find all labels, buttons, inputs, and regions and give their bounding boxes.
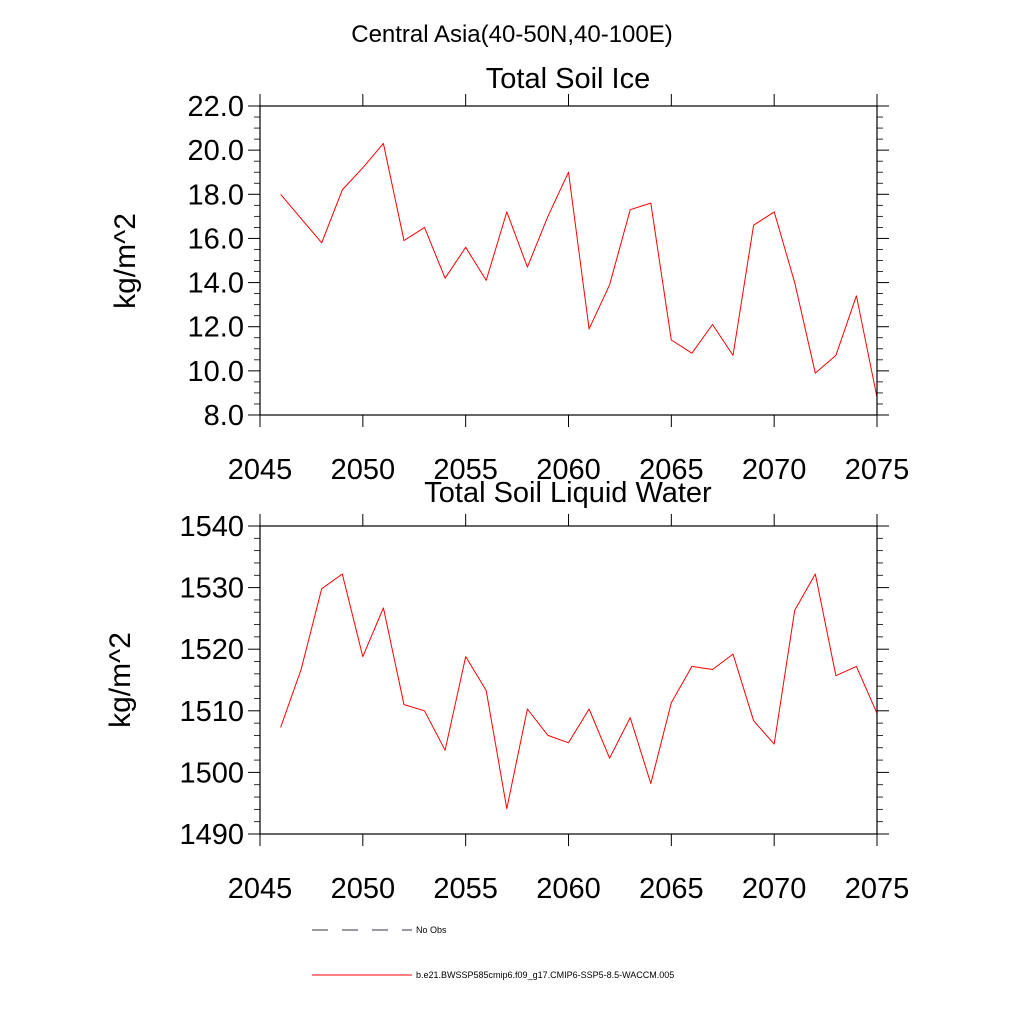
y-tick-label: 1500 xyxy=(179,757,244,789)
figure-title: Central Asia(40-50N,40-100E) xyxy=(351,21,673,48)
series-line xyxy=(280,573,878,810)
y-axis-label: kg/m^2 xyxy=(109,213,142,309)
legend: No Obs b.e21.BWSSP585cmip6.f09_g17.CMIP6… xyxy=(312,925,674,980)
y-tick-label: 20.0 xyxy=(188,135,244,167)
legend-label: b.e21.BWSSP585cmip6.f09_g17.CMIP6-SSP5-8… xyxy=(416,970,674,980)
y-tick-label: 1540 xyxy=(179,511,244,543)
panel-title: Total Soil Liquid Water xyxy=(424,477,712,509)
x-tick-label: 2070 xyxy=(742,873,807,905)
series-line xyxy=(280,143,878,398)
panel-total-soil-ice: Total Soil Ice kg/m^2 2045 2050 2055 2060 20… xyxy=(109,63,909,486)
y-tick-label: 1510 xyxy=(179,696,244,728)
line-layer xyxy=(280,143,878,398)
x-tick-label: 2055 xyxy=(433,454,498,486)
y-tick-label: 10.0 xyxy=(188,356,244,388)
legend-item-model-run: b.e21.BWSSP585cmip6.f09_g17.CMIP6-SSP5-8… xyxy=(312,970,674,980)
y-tick-label: 22.0 xyxy=(188,91,244,123)
legend-label: No Obs xyxy=(416,925,447,935)
x-tick-label: 2065 xyxy=(639,873,704,905)
x-tick-label: 2060 xyxy=(536,873,601,905)
line-layer xyxy=(280,573,878,810)
x-tick-label: 2055 xyxy=(433,873,498,905)
tick-layer: 2045 2050 2055 2060 2065 2070 2075 8.0 10.0 12.0 1… xyxy=(188,91,910,486)
y-axis-label: kg/m^2 xyxy=(104,632,137,728)
y-tick-label: 18.0 xyxy=(188,179,244,211)
y-tick-label: 14.0 xyxy=(188,268,244,300)
x-tick-label: 2075 xyxy=(845,873,910,905)
x-tick-label: 2050 xyxy=(331,454,396,486)
y-tick-label: 1530 xyxy=(179,573,244,605)
x-tick-label: 2075 xyxy=(845,454,910,486)
plot-frame xyxy=(259,105,878,416)
x-tick-label: 2045 xyxy=(228,454,293,486)
x-tick-label: 2060 xyxy=(536,454,601,486)
legend-item-no-obs: No Obs xyxy=(312,925,447,935)
x-tick-label: 2070 xyxy=(742,454,807,486)
y-tick-label: 1520 xyxy=(179,634,244,666)
y-tick-label: 16.0 xyxy=(188,223,244,255)
plot-frame xyxy=(259,525,878,835)
x-tick-label: 2050 xyxy=(331,873,396,905)
y-tick-label: 1490 xyxy=(179,819,244,851)
x-tick-label: 2045 xyxy=(228,873,293,905)
x-tick-label: 2065 xyxy=(639,454,704,486)
y-tick-label: 12.0 xyxy=(188,312,244,344)
panel-total-soil-liquid-water: Total Soil Liquid Water kg/m^2 2045 2050 2… xyxy=(104,477,909,905)
panel-title: Total Soil Ice xyxy=(486,63,650,95)
tick-layer: 2045 2050 2055 2060 2065 2070 2075 1490 1500 1510… xyxy=(179,511,909,905)
y-tick-label: 8.0 xyxy=(204,400,244,432)
